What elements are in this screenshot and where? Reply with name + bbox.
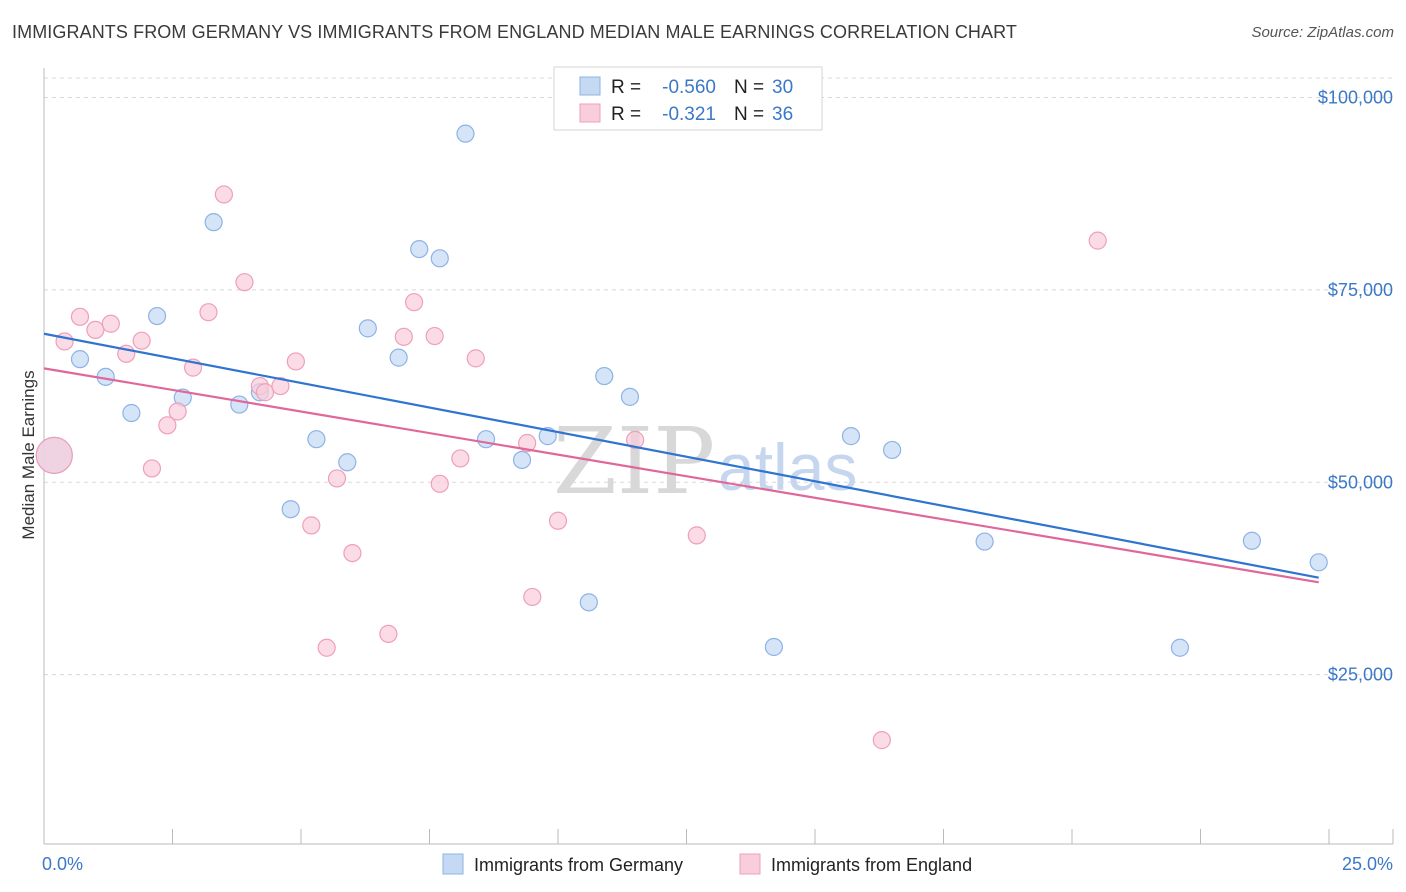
england-point-9 [168, 402, 187, 421]
trend-lines [43, 332, 1319, 584]
germany-point-12 [358, 319, 377, 338]
germany-point-3 [122, 403, 141, 423]
germany-point-21 [595, 366, 614, 386]
germany-point-6 [204, 213, 223, 232]
england-trend-line [43, 367, 1319, 584]
germany-stats-swatch [579, 76, 601, 96]
england-point-20 [327, 469, 347, 488]
germany-trend-line [43, 332, 1319, 579]
source-credit: Source: ZipAtlas.com [1251, 24, 1394, 41]
y-axis-label: Median Male Earnings [19, 370, 38, 539]
england-point-12 [214, 185, 233, 204]
england-r-label: R = [611, 104, 641, 125]
x-tick-label-1: 25.0% [1342, 854, 1393, 874]
germany-point-25 [882, 440, 902, 460]
england-point-8 [158, 416, 177, 435]
legend-england-swatch [739, 853, 761, 875]
england-point-6 [132, 331, 151, 350]
england-point-11 [199, 303, 218, 322]
chart-title: IMMIGRANTS FROM GERMANY VS IMMIGRANTS FR… [12, 22, 1017, 42]
england-point-34 [872, 731, 891, 750]
watermark-zip: ZIP [553, 408, 715, 515]
england-point-0 [35, 436, 73, 474]
england-point-24 [404, 293, 424, 312]
england-point-32 [625, 430, 645, 450]
england-point-19 [317, 638, 336, 657]
england-point-2 [70, 307, 90, 326]
germany-point-14 [410, 239, 429, 259]
x-tick-label-0: 0.0% [42, 854, 83, 874]
england-point-13 [235, 273, 254, 292]
y-tick-label-25000: $25,000 [1328, 665, 1393, 685]
germany-point-29 [1309, 553, 1328, 572]
germany-point-16 [456, 124, 475, 143]
england-point-28 [466, 349, 485, 368]
y-axis-tick-labels: $25,000 $50,000 $75,000 $100,000 [1318, 87, 1393, 684]
england-point-29 [518, 433, 537, 453]
germany-point-28 [1242, 531, 1262, 550]
legend-england-label: Immigrants from England [771, 855, 972, 875]
germany-point-20 [579, 593, 598, 612]
england-point-15 [255, 383, 275, 402]
germany-n-value: 30 [772, 77, 793, 98]
germany-point-9 [281, 500, 300, 519]
x-axis-ticks [43, 829, 1394, 844]
england-point-23 [394, 327, 413, 346]
england-point-25 [425, 326, 444, 346]
england-point-30 [523, 587, 542, 607]
germany-point-4 [147, 306, 167, 326]
england-point-4 [101, 314, 120, 333]
germany-n-label: N = [734, 77, 764, 98]
germany-r-label: R = [611, 77, 641, 98]
germany-point-1 [70, 350, 90, 369]
y-tick-label-75000: $75,000 [1328, 280, 1393, 300]
england-r-value: -0.321 [662, 104, 716, 125]
gridlines [44, 77, 1393, 676]
england-point-18 [302, 516, 321, 535]
england-point-3 [86, 320, 105, 340]
england-stats-swatch [579, 103, 601, 123]
x-axis-tick-labels: 0.0% 25.0% [42, 854, 1393, 874]
england-point-33 [687, 526, 706, 545]
germany-point-26 [975, 532, 994, 551]
y-tick-label-50000: $50,000 [1328, 472, 1393, 492]
legend: Immigrants from Germany Immigrants from … [442, 853, 972, 875]
england-point-7 [142, 459, 162, 478]
england-point-22 [379, 624, 398, 643]
england-n-value: 36 [772, 104, 793, 125]
germany-point-22 [620, 387, 640, 406]
england-point-16 [271, 376, 290, 396]
germany-point-7 [230, 395, 249, 414]
germany-point-11 [338, 453, 357, 472]
legend-germany-label: Immigrants from Germany [474, 855, 683, 875]
germany-r-value: -0.560 [662, 77, 716, 98]
england-point-26 [430, 474, 449, 493]
germany-point-23 [764, 637, 783, 657]
germany-point-17 [476, 430, 496, 449]
england-point-21 [343, 543, 362, 563]
germany-point-27 [1170, 638, 1190, 657]
england-point-17 [286, 352, 305, 371]
germany-point-15 [430, 249, 449, 268]
germany-point-13 [389, 348, 408, 367]
germany-point-10 [307, 430, 326, 449]
england-point-27 [451, 449, 470, 468]
data-points [35, 124, 1328, 750]
england-n-label: N = [734, 104, 764, 125]
stats-box: R = -0.560 N = 30 R = -0.321 N = 36 [553, 66, 823, 131]
england-point-35 [1088, 231, 1107, 250]
germany-point-24 [841, 427, 861, 446]
y-tick-label-100000: $100,000 [1318, 87, 1393, 107]
legend-germany-swatch [442, 853, 464, 875]
england-point-31 [548, 511, 568, 530]
germany-point-18 [512, 450, 532, 470]
